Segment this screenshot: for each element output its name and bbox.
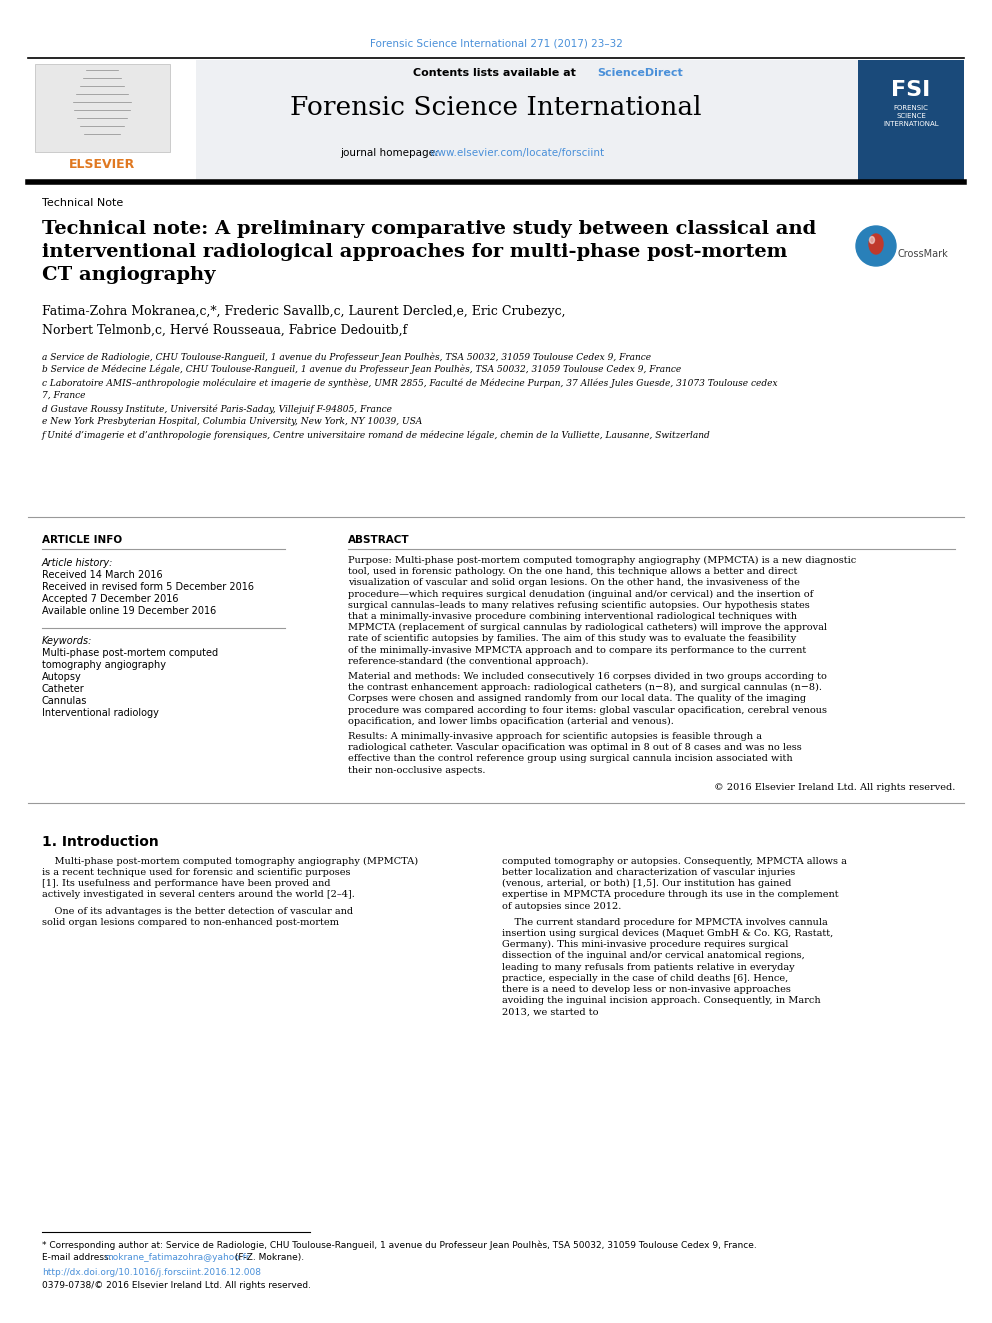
Text: solid organ lesions compared to non-enhanced post-mortem: solid organ lesions compared to non-enha… [42, 918, 339, 927]
Text: is a recent technique used for forensic and scientific purposes: is a recent technique used for forensic … [42, 868, 350, 877]
Text: (F-Z. Mokrane).: (F-Z. Mokrane). [232, 1253, 305, 1262]
Text: [1]. Its usefulness and performance have been proved and: [1]. Its usefulness and performance have… [42, 880, 330, 888]
Text: better localization and characterization of vascular injuries: better localization and characterization… [502, 868, 796, 877]
Text: of the minimally-invasive MPMCTA approach and to compare its performance to the : of the minimally-invasive MPMCTA approac… [348, 646, 806, 655]
Circle shape [856, 226, 896, 266]
Text: 1. Introduction: 1. Introduction [42, 835, 159, 849]
Text: One of its advantages is the better detection of vascular and: One of its advantages is the better dete… [42, 906, 353, 916]
Text: journal homepage:: journal homepage: [340, 148, 441, 157]
Text: Norbert Telmonb,c, Hervé Rousseaua, Fabrice Dedouitb,f: Norbert Telmonb,c, Hervé Rousseaua, Fabr… [42, 324, 408, 337]
Text: e New York Presbyterian Hospital, Columbia University, New York, NY 10039, USA: e New York Presbyterian Hospital, Columb… [42, 417, 423, 426]
Text: © 2016 Elsevier Ireland Ltd. All rights reserved.: © 2016 Elsevier Ireland Ltd. All rights … [713, 783, 955, 791]
Text: leading to many refusals from patients relative in everyday: leading to many refusals from patients r… [502, 963, 795, 971]
Text: Technical note: A preliminary comparative study between classical and: Technical note: A preliminary comparativ… [42, 220, 816, 238]
Text: visualization of vascular and solid organ lesions. On the other hand, the invasi: visualization of vascular and solid orga… [348, 578, 800, 587]
Text: Results: A minimally-invasive approach for scientific autopsies is feasible thro: Results: A minimally-invasive approach f… [348, 732, 762, 741]
Text: FORENSIC
SCIENCE
INTERNATIONAL: FORENSIC SCIENCE INTERNATIONAL [883, 105, 938, 127]
Text: Germany). This mini-invasive procedure requires surgical: Germany). This mini-invasive procedure r… [502, 941, 789, 950]
Text: http://dx.doi.org/10.1016/j.forsciint.2016.12.008: http://dx.doi.org/10.1016/j.forsciint.20… [42, 1267, 261, 1277]
Text: c Laboratoire AMIS–anthropologie moléculaire et imagerie de synthèse, UMR 2855, : c Laboratoire AMIS–anthropologie molécul… [42, 378, 778, 388]
Text: radiological catheter. Vascular opacification was optimal in 8 out of 8 cases an: radiological catheter. Vascular opacific… [348, 744, 802, 753]
Text: avoiding the inguinal incision approach. Consequently, in March: avoiding the inguinal incision approach.… [502, 996, 820, 1005]
Text: Technical Note: Technical Note [42, 198, 123, 208]
Text: Multi-phase post-mortem computed: Multi-phase post-mortem computed [42, 648, 218, 658]
Text: dissection of the inguinal and/or cervical anatomical regions,: dissection of the inguinal and/or cervic… [502, 951, 805, 960]
Text: of autopsies since 2012.: of autopsies since 2012. [502, 901, 621, 910]
Text: there is a need to develop less or non-invasive approaches: there is a need to develop less or non-i… [502, 986, 791, 994]
Text: ELSEVIER: ELSEVIER [68, 157, 135, 171]
Text: Accepted 7 December 2016: Accepted 7 December 2016 [42, 594, 179, 605]
Text: rate of scientific autopsies by families. The aim of this study was to evaluate : rate of scientific autopsies by families… [348, 635, 797, 643]
Text: FSI: FSI [892, 79, 930, 101]
Text: (venous, arterial, or both) [1,5]. Our institution has gained: (venous, arterial, or both) [1,5]. Our i… [502, 880, 792, 888]
Ellipse shape [870, 237, 875, 243]
Text: Forensic Science International 271 (2017) 23–32: Forensic Science International 271 (2017… [370, 38, 622, 48]
Text: mokrane_fatimazohra@yahoo.fr: mokrane_fatimazohra@yahoo.fr [104, 1253, 250, 1262]
Text: 2013, we started to: 2013, we started to [502, 1007, 598, 1016]
Text: opacification, and lower limbs opacification (arterial and venous).: opacification, and lower limbs opacifica… [348, 717, 674, 726]
Bar [28, 60, 196, 183]
Text: Article history:: Article history: [42, 558, 113, 568]
Text: Keywords:: Keywords: [42, 636, 92, 646]
Text: 0379-0738/© 2016 Elsevier Ireland Ltd. All rights reserved.: 0379-0738/© 2016 Elsevier Ireland Ltd. A… [42, 1281, 311, 1290]
Text: expertise in MPMCTA procedure through its use in the complement: expertise in MPMCTA procedure through it… [502, 890, 838, 900]
Text: * Corresponding author at: Service de Radiologie, CHU Toulouse-Rangueil, 1 avenu: * Corresponding author at: Service de Ra… [42, 1240, 757, 1249]
Text: Corpses were chosen and assigned randomly from our local data. The quality of th: Corpses were chosen and assigned randoml… [348, 695, 806, 704]
Bar [858, 60, 964, 183]
Text: MPMCTA (replacement of surgical cannulas by radiological catheters) will improve: MPMCTA (replacement of surgical cannulas… [348, 623, 827, 632]
Text: the contrast enhancement approach: radiological catheters (n−8), and surgical ca: the contrast enhancement approach: radio… [348, 683, 822, 692]
Text: Material and methods: We included consecutively 16 corpses divided in two groups: Material and methods: We included consec… [348, 672, 827, 681]
Text: b Service de Médecine Légale, CHU Toulouse-Rangueil, 1 avenue du Professeur Jean: b Service de Médecine Légale, CHU Toulou… [42, 365, 682, 374]
Text: that a minimally-invasive procedure combining interventional radiological techni: that a minimally-invasive procedure comb… [348, 613, 797, 620]
Text: Purpose: Multi-phase post-mortem computed tomography angiography (MPMCTA) is a n: Purpose: Multi-phase post-mortem compute… [348, 556, 856, 565]
Text: CrossMark: CrossMark [898, 249, 948, 259]
Text: Interventional radiology: Interventional radiology [42, 708, 159, 718]
Text: Multi-phase post-mortem computed tomography angiography (MPMCTA): Multi-phase post-mortem computed tomogra… [42, 857, 418, 867]
Text: their non-occlusive aspects.: their non-occlusive aspects. [348, 766, 485, 774]
Bar [28, 60, 964, 183]
Ellipse shape [869, 234, 883, 254]
Text: tool, used in forensic pathology. On the one hand, this technique allows a bette: tool, used in forensic pathology. On the… [348, 568, 798, 577]
Text: Autopsy: Autopsy [42, 672, 81, 681]
Text: a Service de Radiologie, CHU Toulouse-Rangueil, 1 avenue du Professeur Jean Poul: a Service de Radiologie, CHU Toulouse-Ra… [42, 352, 651, 361]
Text: 7, France: 7, France [42, 392, 85, 400]
Text: ABSTRACT: ABSTRACT [348, 534, 410, 545]
Text: reference-standard (the conventional approach).: reference-standard (the conventional app… [348, 656, 588, 665]
Text: Received in revised form 5 December 2016: Received in revised form 5 December 2016 [42, 582, 254, 591]
Text: actively investigated in several centers around the world [2–4].: actively investigated in several centers… [42, 890, 355, 900]
Text: interventional radiological approaches for multi-phase post-mortem: interventional radiological approaches f… [42, 243, 788, 261]
Text: CT angiography: CT angiography [42, 266, 215, 284]
Text: d Gustave Roussy Institute, Université Paris-Saday, Villejuif F-94805, France: d Gustave Roussy Institute, Université P… [42, 404, 392, 414]
Text: Fatima-Zohra Mokranea,c,*, Frederic Savallb,c, Laurent Dercled,e, Eric Crubezyc,: Fatima-Zohra Mokranea,c,*, Frederic Sava… [42, 306, 565, 318]
Text: surgical cannulas–leads to many relatives refusing scientific autopsies. Our hyp: surgical cannulas–leads to many relative… [348, 601, 809, 610]
Text: The current standard procedure for MPMCTA involves cannula: The current standard procedure for MPMCT… [502, 918, 827, 927]
Text: www.elsevier.com/locate/forsciint: www.elsevier.com/locate/forsciint [430, 148, 605, 157]
Text: ARTICLE INFO: ARTICLE INFO [42, 534, 122, 545]
Text: practice, especially in the case of child deaths [6]. Hence,: practice, especially in the case of chil… [502, 974, 789, 983]
Text: Contents lists available at: Contents lists available at [413, 67, 579, 78]
Text: insertion using surgical devices (Maquet GmbH & Co. KG, Rastatt,: insertion using surgical devices (Maquet… [502, 929, 833, 938]
Text: computed tomography or autopsies. Consequently, MPMCTA allows a: computed tomography or autopsies. Conseq… [502, 857, 847, 865]
Text: effective than the control reference group using surgical cannula incision assoc: effective than the control reference gro… [348, 754, 793, 763]
Text: Available online 19 December 2016: Available online 19 December 2016 [42, 606, 216, 617]
Text: ScienceDirect: ScienceDirect [597, 67, 682, 78]
Text: E-mail address:: E-mail address: [42, 1253, 114, 1262]
Text: Cannulas: Cannulas [42, 696, 87, 706]
Text: procedure was compared according to four items: global vascular opacification, c: procedure was compared according to four… [348, 705, 827, 714]
Text: Catheter: Catheter [42, 684, 84, 695]
Text: f Unité d’imagerie et d’anthropologie forensiques, Centre universitaire romand d: f Unité d’imagerie et d’anthropologie fo… [42, 430, 710, 439]
Text: Received 14 March 2016: Received 14 March 2016 [42, 570, 163, 579]
Text: tomography angiography: tomography angiography [42, 660, 166, 669]
Bar [35, 64, 170, 152]
Text: procedure—which requires surgical denudation (inguinal and/or cervical) and the : procedure—which requires surgical denuda… [348, 590, 813, 599]
Text: Forensic Science International: Forensic Science International [291, 95, 701, 120]
